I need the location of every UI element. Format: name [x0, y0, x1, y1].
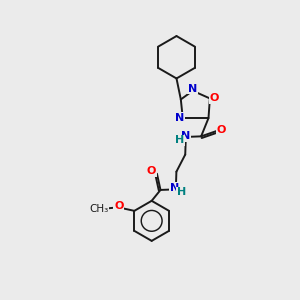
Text: N: N — [181, 131, 190, 141]
Text: O: O — [147, 166, 156, 176]
Text: O: O — [217, 125, 226, 136]
Text: CH₃: CH₃ — [89, 204, 109, 214]
Text: H: H — [175, 136, 184, 146]
Text: H: H — [177, 187, 186, 197]
Text: O: O — [114, 200, 123, 211]
Text: N: N — [170, 183, 179, 193]
Text: O: O — [210, 93, 219, 103]
Text: N: N — [188, 84, 197, 94]
Text: N: N — [175, 113, 184, 123]
